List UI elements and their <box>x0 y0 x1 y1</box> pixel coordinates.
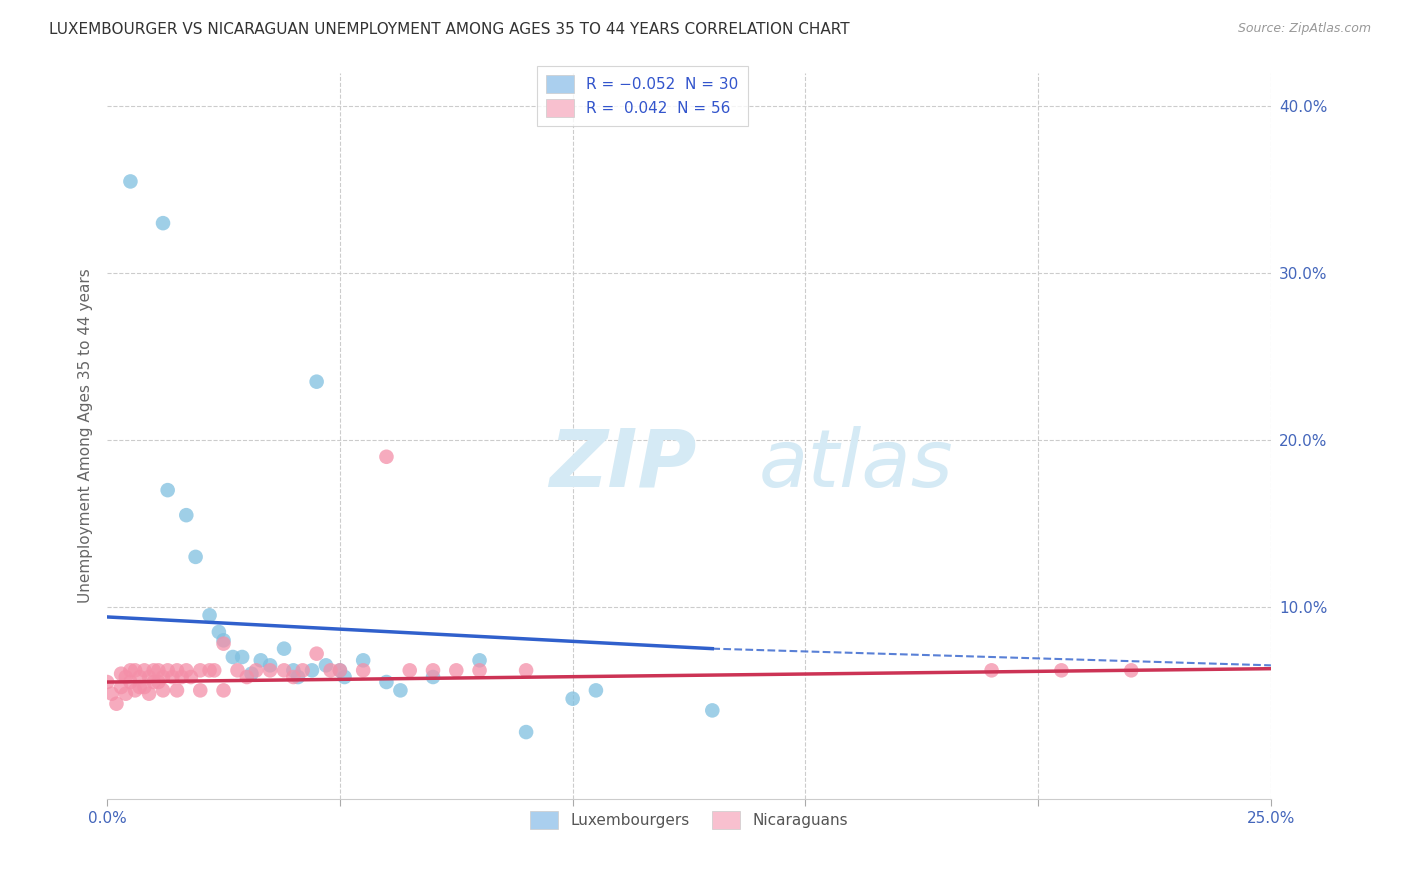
Point <box>222 650 245 665</box>
Point <box>152 216 174 230</box>
Point <box>166 664 188 678</box>
Point <box>291 664 314 678</box>
Point <box>156 483 179 497</box>
Point <box>236 670 259 684</box>
Point <box>134 680 156 694</box>
Point <box>283 664 305 678</box>
Point <box>124 683 146 698</box>
Point <box>422 670 444 684</box>
Point <box>148 664 170 678</box>
Text: LUXEMBOURGER VS NICARAGUAN UNEMPLOYMENT AMONG AGES 35 TO 44 YEARS CORRELATION CH: LUXEMBOURGER VS NICARAGUAN UNEMPLOYMENT … <box>49 22 849 37</box>
Point <box>561 691 583 706</box>
Point <box>375 450 398 464</box>
Point <box>1121 664 1143 678</box>
Point <box>231 650 253 665</box>
Point <box>202 664 225 678</box>
Point <box>212 637 235 651</box>
Point <box>329 664 352 678</box>
Point <box>259 664 281 678</box>
Point <box>184 549 207 564</box>
Point <box>120 174 142 188</box>
Point <box>105 697 128 711</box>
Point <box>198 608 221 623</box>
Point <box>120 675 142 690</box>
Point <box>305 375 328 389</box>
Point <box>273 641 295 656</box>
Point <box>152 683 174 698</box>
Point <box>170 670 193 684</box>
Point <box>398 664 420 678</box>
Point <box>152 670 174 684</box>
Point <box>273 664 295 678</box>
Text: ZIP: ZIP <box>550 426 697 504</box>
Point <box>110 680 132 694</box>
Point <box>124 664 146 678</box>
Point <box>319 664 342 678</box>
Point <box>352 653 374 667</box>
Text: Source: ZipAtlas.com: Source: ZipAtlas.com <box>1237 22 1371 36</box>
Point <box>188 664 211 678</box>
Y-axis label: Unemployment Among Ages 35 to 44 years: Unemployment Among Ages 35 to 44 years <box>79 268 93 603</box>
Point <box>515 664 537 678</box>
Point <box>585 683 607 698</box>
Point <box>212 683 235 698</box>
Point <box>329 664 352 678</box>
Point <box>120 664 142 678</box>
Point <box>138 670 160 684</box>
Point <box>352 664 374 678</box>
Point <box>333 670 356 684</box>
Point <box>446 664 468 678</box>
Point <box>128 670 150 684</box>
Point <box>468 653 491 667</box>
Point <box>315 658 337 673</box>
Point <box>142 664 165 678</box>
Point <box>188 683 211 698</box>
Point <box>134 664 156 678</box>
Point <box>1050 664 1073 678</box>
Point <box>515 725 537 739</box>
Point <box>301 664 323 678</box>
Point <box>110 666 132 681</box>
Point <box>375 675 398 690</box>
Point <box>156 664 179 678</box>
Point <box>208 624 231 639</box>
Point <box>287 670 309 684</box>
Point <box>283 670 305 684</box>
Point <box>198 664 221 678</box>
Point <box>226 664 249 678</box>
Point <box>980 664 1002 678</box>
Point <box>702 703 724 717</box>
Legend: Luxembourgers, Nicaraguans: Luxembourgers, Nicaraguans <box>524 805 853 835</box>
Point <box>180 670 202 684</box>
Point <box>174 508 197 523</box>
Point <box>240 666 263 681</box>
Point <box>245 664 267 678</box>
Point <box>162 670 184 684</box>
Point <box>114 670 136 684</box>
Point <box>422 664 444 678</box>
Point <box>468 664 491 678</box>
Point <box>259 658 281 673</box>
Text: atlas: atlas <box>759 426 953 504</box>
Point <box>212 633 235 648</box>
Point <box>148 675 170 690</box>
Point <box>128 680 150 694</box>
Point <box>114 687 136 701</box>
Point <box>174 664 197 678</box>
Point <box>249 653 271 667</box>
Point <box>166 683 188 698</box>
Point <box>96 675 118 690</box>
Point <box>389 683 412 698</box>
Point <box>142 675 165 690</box>
Point <box>305 647 328 661</box>
Point <box>138 687 160 701</box>
Point <box>101 687 124 701</box>
